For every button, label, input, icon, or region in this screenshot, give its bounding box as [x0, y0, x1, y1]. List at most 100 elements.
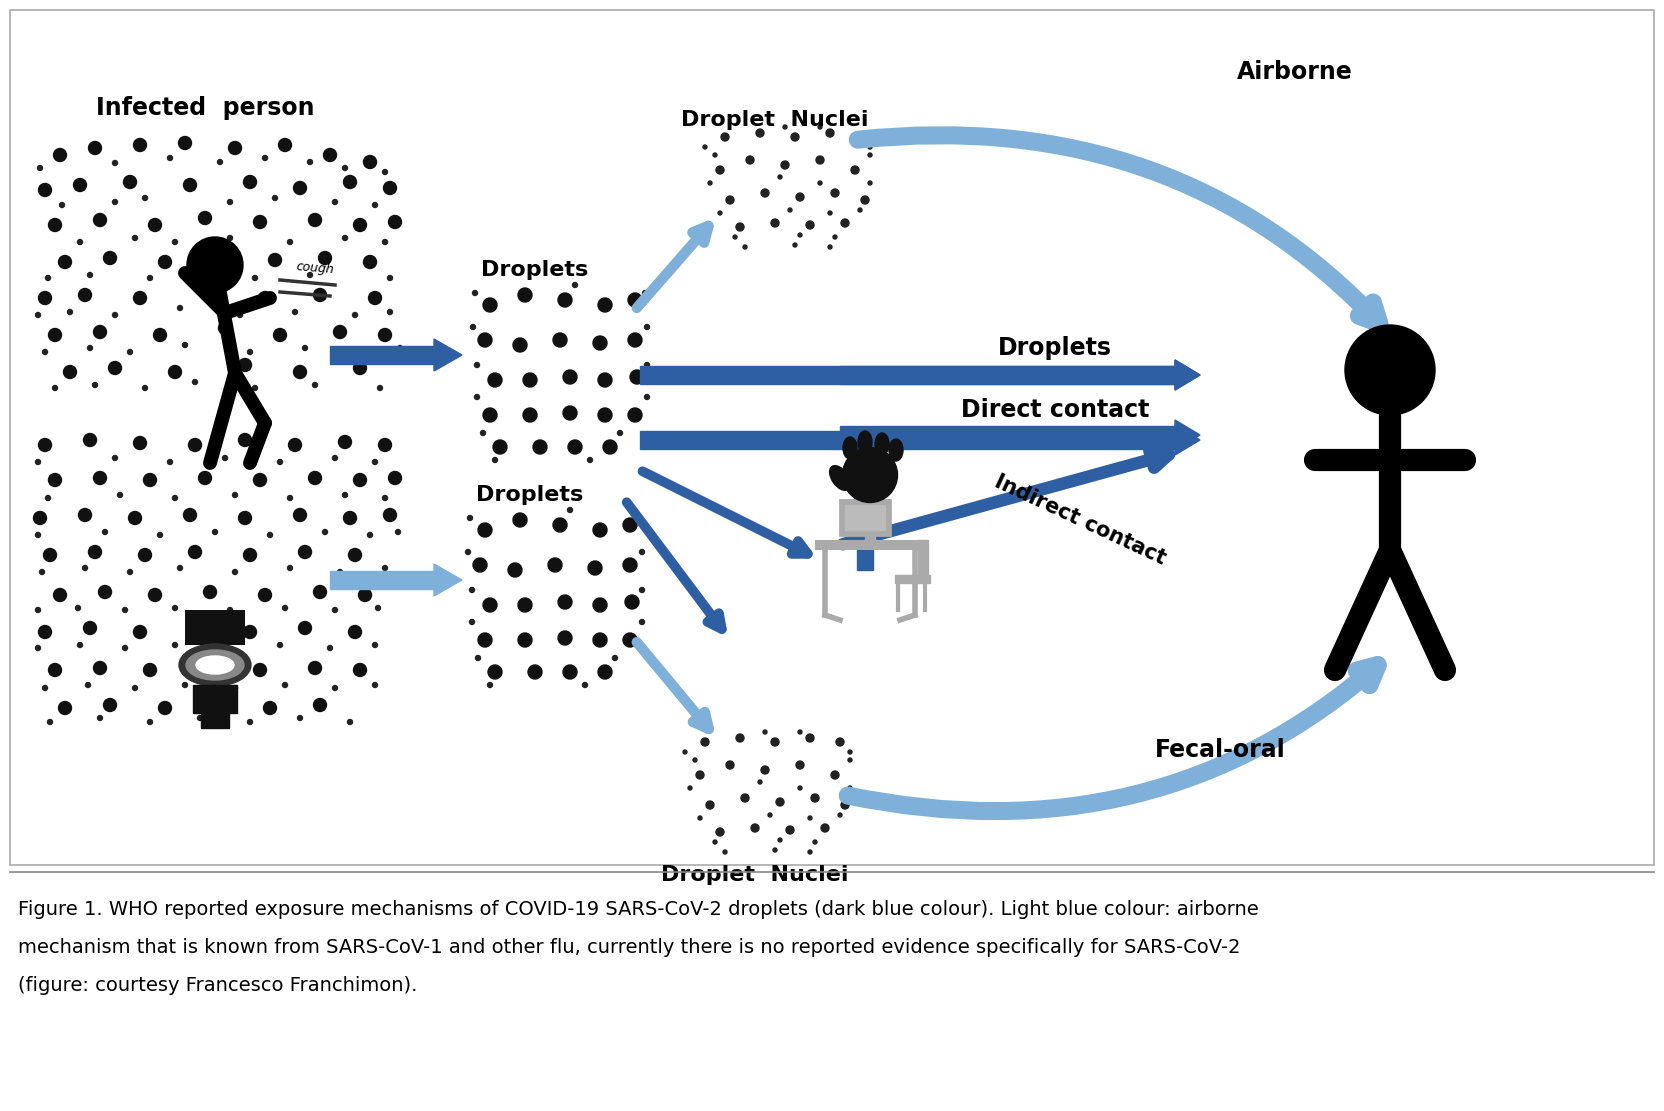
Circle shape: [233, 492, 238, 498]
Circle shape: [38, 291, 52, 304]
Circle shape: [113, 312, 118, 318]
Circle shape: [373, 202, 378, 208]
Circle shape: [343, 176, 356, 189]
Circle shape: [572, 282, 577, 288]
Circle shape: [373, 682, 378, 688]
Circle shape: [343, 166, 348, 170]
Circle shape: [338, 570, 343, 574]
Circle shape: [38, 183, 52, 197]
Circle shape: [839, 813, 842, 817]
Circle shape: [168, 460, 173, 464]
Circle shape: [43, 549, 57, 561]
Ellipse shape: [875, 433, 889, 456]
Circle shape: [298, 546, 311, 559]
Circle shape: [552, 518, 567, 532]
Circle shape: [716, 166, 724, 174]
Circle shape: [128, 511, 141, 524]
Circle shape: [835, 738, 844, 745]
Circle shape: [63, 366, 77, 379]
Circle shape: [133, 625, 146, 639]
Circle shape: [283, 682, 288, 688]
Circle shape: [376, 605, 381, 611]
Circle shape: [303, 346, 308, 350]
Circle shape: [198, 211, 211, 224]
Circle shape: [469, 588, 474, 592]
Text: Fecal-oral: Fecal-oral: [1155, 738, 1285, 762]
Circle shape: [288, 565, 293, 571]
Circle shape: [273, 196, 278, 200]
Circle shape: [248, 720, 253, 724]
Circle shape: [123, 176, 136, 189]
Circle shape: [68, 310, 73, 314]
Polygon shape: [1175, 420, 1200, 450]
Circle shape: [333, 685, 338, 691]
Circle shape: [637, 516, 642, 520]
Circle shape: [775, 798, 784, 805]
Circle shape: [98, 585, 111, 599]
Circle shape: [35, 460, 40, 464]
Circle shape: [198, 286, 211, 299]
Circle shape: [183, 509, 196, 521]
Circle shape: [188, 439, 201, 451]
Circle shape: [557, 595, 572, 609]
Circle shape: [483, 298, 498, 312]
Circle shape: [348, 625, 361, 639]
Text: Airborne: Airborne: [1236, 60, 1353, 84]
Circle shape: [701, 738, 709, 745]
Circle shape: [133, 291, 146, 304]
Circle shape: [557, 293, 572, 307]
Circle shape: [183, 342, 188, 348]
Circle shape: [639, 588, 644, 592]
Circle shape: [612, 655, 617, 661]
Circle shape: [774, 848, 777, 852]
Circle shape: [396, 530, 401, 534]
Ellipse shape: [196, 655, 235, 674]
FancyArrowPatch shape: [847, 665, 1378, 811]
Circle shape: [518, 598, 532, 612]
Circle shape: [368, 350, 373, 354]
Ellipse shape: [859, 431, 872, 453]
Circle shape: [779, 838, 782, 842]
Circle shape: [805, 221, 814, 229]
Circle shape: [712, 153, 717, 157]
Circle shape: [78, 240, 83, 244]
Circle shape: [118, 492, 123, 498]
Circle shape: [518, 288, 532, 302]
Circle shape: [388, 310, 393, 314]
Circle shape: [133, 236, 138, 240]
Circle shape: [478, 633, 493, 647]
Circle shape: [735, 734, 744, 742]
Circle shape: [263, 156, 268, 160]
Circle shape: [744, 246, 747, 249]
Circle shape: [198, 471, 211, 484]
Circle shape: [223, 645, 228, 651]
Circle shape: [173, 605, 178, 611]
Circle shape: [143, 473, 156, 487]
Circle shape: [383, 496, 388, 500]
Circle shape: [769, 813, 772, 817]
Circle shape: [631, 370, 644, 384]
Ellipse shape: [844, 437, 857, 459]
Circle shape: [148, 720, 153, 724]
Circle shape: [869, 146, 872, 149]
Circle shape: [597, 408, 612, 422]
Circle shape: [35, 645, 40, 651]
Circle shape: [313, 382, 318, 388]
Circle shape: [478, 523, 493, 537]
Circle shape: [764, 730, 767, 734]
Circle shape: [750, 824, 759, 832]
Circle shape: [45, 276, 50, 280]
Circle shape: [338, 436, 351, 449]
Circle shape: [869, 181, 872, 186]
Circle shape: [53, 149, 67, 161]
Circle shape: [243, 176, 256, 189]
Circle shape: [58, 256, 72, 269]
Circle shape: [373, 460, 378, 464]
Circle shape: [368, 532, 373, 538]
Circle shape: [567, 440, 582, 454]
Text: Droplet  Nuclei: Droplet Nuclei: [681, 110, 869, 130]
Circle shape: [198, 715, 203, 721]
Circle shape: [809, 815, 812, 820]
Circle shape: [278, 139, 291, 151]
Circle shape: [353, 361, 366, 374]
